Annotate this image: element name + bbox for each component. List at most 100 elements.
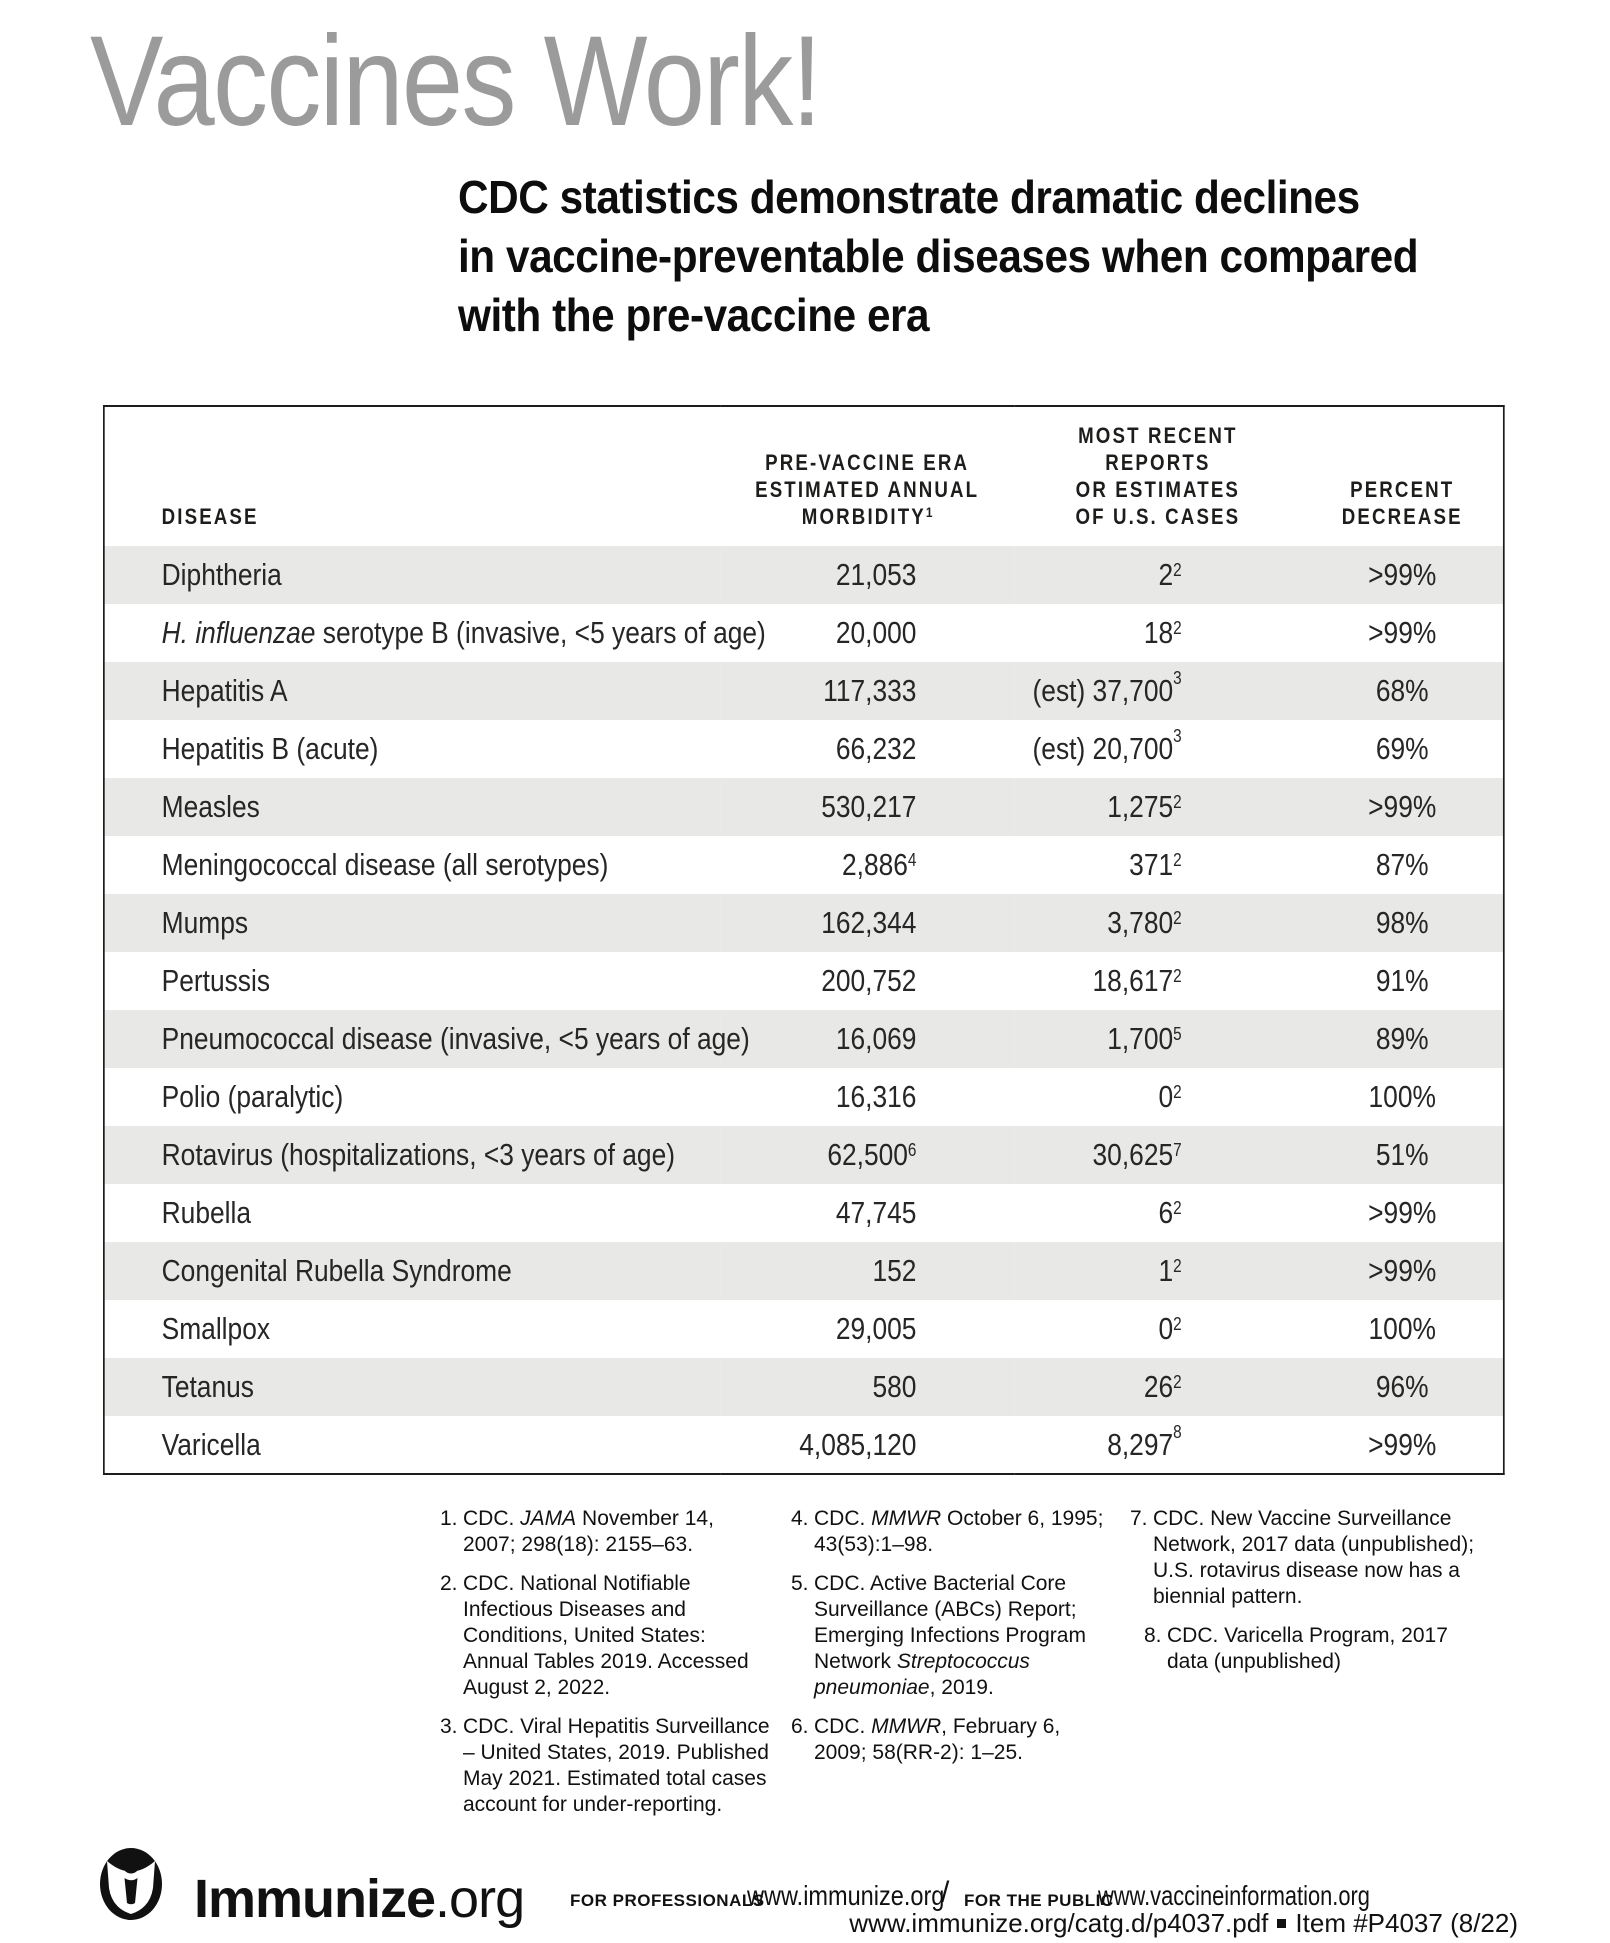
column-header-disease: DISEASE — [161, 504, 259, 529]
immunize-logo-icon — [100, 1848, 162, 1920]
footnote-marker: 2 — [1173, 1082, 1182, 1102]
morbidity-cell: 580 — [872, 1369, 917, 1404]
footnote-marker: 2 — [1173, 966, 1182, 986]
percent-decrease-cell: >99% — [1368, 1253, 1437, 1288]
percent-decrease-cell: 89% — [1375, 1021, 1429, 1056]
professionals-url-link[interactable]: www.immunize.org — [747, 1880, 945, 1911]
footnote-number: 6. — [791, 1715, 809, 1738]
percent-decrease-cell: 98% — [1375, 905, 1429, 940]
morbidity-cell: 21,053 — [835, 557, 917, 592]
disease-cell: Meningococcal disease (all serotypes) — [161, 847, 609, 882]
subtitle-line: CDC statistics demonstrate dramatic decl… — [458, 171, 1360, 223]
footnote-marker: 5 — [1173, 1024, 1182, 1044]
disease-cell: Polio (paralytic) — [161, 1079, 344, 1114]
column-header-percent: PERCENT DECREASE — [1341, 477, 1463, 529]
morbidity-cell: 530,217 — [821, 789, 917, 824]
table-row: Pertussis 200,752 18,6172 91% — [104, 952, 1504, 1010]
recent-cases-cell: 262 — [1143, 1369, 1182, 1404]
recent-cases-cell: (est) 20,7003 — [1032, 726, 1182, 766]
footnote-marker: 2 — [1173, 1256, 1182, 1276]
footnote-marker: 2 — [1173, 908, 1182, 928]
morbidity-cell: 152 — [872, 1253, 917, 1288]
document-reference-line: www.immunize.org/catg.d/p4037.pdf Item #P… — [849, 1908, 1518, 1939]
percent-decrease-cell: >99% — [1368, 557, 1437, 592]
recent-cases-cell: 62 — [1158, 1195, 1182, 1230]
recent-cases-cell: 18,6172 — [1092, 963, 1182, 998]
percent-decrease-cell: 100% — [1368, 1079, 1436, 1114]
page-title: Vaccines Work! — [90, 10, 822, 153]
table-body: Diphtheria 21,053 22 >99% H. influenzae sero… — [103, 546, 1504, 1474]
footnote: 7. CDC. New Vaccine Surveillance Network,… — [1130, 1506, 1492, 1610]
footnote-text: CDC. MMWR, February 6, 2009; 58(RR-2): 1… — [814, 1715, 1061, 1764]
table-row: Hepatitis B (acute) 66,232 (est) 20,7003 69… — [104, 720, 1504, 778]
footnote-column: 1. CDC. JAMA November 14, 2007; 298(18): … — [440, 1506, 770, 1831]
footnote-number: 8. — [1144, 1624, 1162, 1647]
column-header-morbidity: PRE-VACCINE ERA ESTIMATED ANNUAL MORBIDITY… — [755, 450, 980, 529]
footnote-number: 3. — [440, 1715, 458, 1738]
footnote-text: CDC. National Notifiable Infectious Dise… — [463, 1572, 749, 1699]
disease-cell: Varicella — [161, 1426, 261, 1462]
disease-cell: Rotavirus (hospitalizations, <3 years of… — [161, 1137, 676, 1172]
recent-cases-cell: 3712 — [1129, 847, 1182, 882]
disease-cell: Smallpox — [161, 1311, 271, 1346]
footnote-text: CDC. Varicella Program, 2017 data (unpub… — [1167, 1624, 1448, 1673]
disease-cell: H. influenzae serotype B (invasive, <5 y… — [161, 615, 766, 650]
url-separator-slash: / — [941, 1876, 950, 1909]
morbidity-cell: 4,085,120 — [799, 1426, 917, 1462]
table-row: Mumps 162,344 3,7802 98% — [103, 894, 1504, 952]
recent-cases-cell: 22 — [1158, 557, 1182, 592]
page-subtitle: CDC statistics demonstrate dramatic decl… — [458, 168, 1419, 345]
recent-cases-cell: 3,7802 — [1107, 905, 1182, 940]
disease-cell: Hepatitis A — [161, 673, 288, 708]
table-row: Rotavirus (hospitalizations, <3 years of… — [103, 1126, 1504, 1184]
subtitle-line: in vaccine-preventable diseases when com… — [458, 230, 1419, 282]
public-url-link[interactable]: www.vaccineinformation.org — [1098, 1880, 1370, 1911]
for-professionals-label: FOR PROFESSIONALS — [570, 1891, 765, 1910]
footnote-number: 5. — [791, 1572, 809, 1595]
table-row: Meningococcal disease (all serotypes) 2,8… — [104, 836, 1504, 894]
table-row: Smallpox 29,005 02 100% — [104, 1300, 1504, 1358]
footnote: 1. CDC. JAMA November 14, 2007; 298(18): … — [440, 1506, 770, 1558]
table-row: Varicella 4,085,120 8,2978 >99% — [104, 1416, 1504, 1474]
statistics-table-container: DISEASE PRE-VACCINE ERA ESTIMATED ANNUAL M… — [103, 405, 1610, 1475]
percent-decrease-cell: >99% — [1368, 615, 1437, 650]
table-row: Tetanus 580 262 96% — [103, 1358, 1504, 1416]
morbidity-cell: 16,069 — [835, 1021, 917, 1056]
footnote: 8. CDC. Varicella Program, 2017 data (unp… — [1144, 1623, 1492, 1675]
recent-cases-cell: 8,2978 — [1107, 1421, 1182, 1462]
footnote: 3. CDC. Viral Hepatitis Surveillance – Un… — [440, 1714, 770, 1818]
recent-cases-cell: 02 — [1158, 1311, 1182, 1346]
percent-decrease-cell: >99% — [1368, 1426, 1437, 1462]
disease-cell: Measles — [161, 789, 260, 824]
footnote-marker: 4 — [907, 850, 917, 870]
item-number: Item #P4037 (8/22) — [1295, 1908, 1518, 1938]
recent-cases-cell: (est) 37,7003 — [1032, 668, 1182, 708]
disease-cell: Hepatitis B (acute) — [161, 731, 379, 766]
brand-wordmark: Immunize.org — [194, 1868, 525, 1930]
square-bullet-icon — [1277, 1919, 1287, 1929]
footnote-column: 7. CDC. New Vaccine Surveillance Network,… — [1130, 1506, 1492, 1688]
brand-tld: .org — [435, 1869, 525, 1929]
percent-decrease-cell: 69% — [1375, 731, 1429, 766]
disease-cell: Rubella — [161, 1195, 252, 1230]
morbidity-cell: 200,752 — [821, 963, 917, 998]
footnote-marker: 6 — [907, 1140, 917, 1160]
for-public-label: FOR THE PUBLIC — [964, 1891, 1114, 1910]
footnote-marker: 2 — [1173, 792, 1182, 812]
disease-cell: Pertussis — [161, 963, 271, 998]
disease-cell: Mumps — [161, 905, 249, 940]
brand-name: Immunize — [194, 1869, 436, 1929]
morbidity-cell: 162,344 — [821, 905, 917, 940]
footnote: 6. CDC. MMWR, February 6, 2009; 58(RR-2):… — [791, 1714, 1113, 1766]
footnote-marker: 1 — [925, 504, 933, 520]
footnote-marker: 2 — [1173, 618, 1182, 638]
morbidity-cell: 29,005 — [835, 1311, 917, 1346]
footnote-marker: 2 — [1173, 1198, 1182, 1218]
table-row: Pneumococcal disease (invasive, <5 years… — [103, 1010, 1504, 1068]
pdf-url-link[interactable]: www.immunize.org/catg.d/p4037.pdf — [849, 1908, 1269, 1938]
footnote-marker: 2 — [1173, 850, 1182, 870]
column-header-cases: MOST RECENT REPORTS OR ESTIMATES OF U.S. CA… — [1075, 423, 1241, 529]
table-row: Congenital Rubella Syndrome 152 12 >99% — [103, 1242, 1504, 1300]
footnote-marker: 8 — [1173, 1421, 1182, 1442]
percent-decrease-cell: 68% — [1375, 673, 1429, 708]
